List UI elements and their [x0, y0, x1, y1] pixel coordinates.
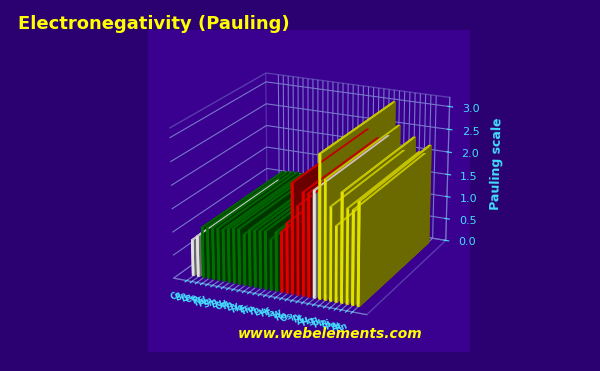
Text: www.webelements.com: www.webelements.com	[238, 327, 422, 341]
Text: Electronegativity (Pauling): Electronegativity (Pauling)	[18, 15, 290, 33]
